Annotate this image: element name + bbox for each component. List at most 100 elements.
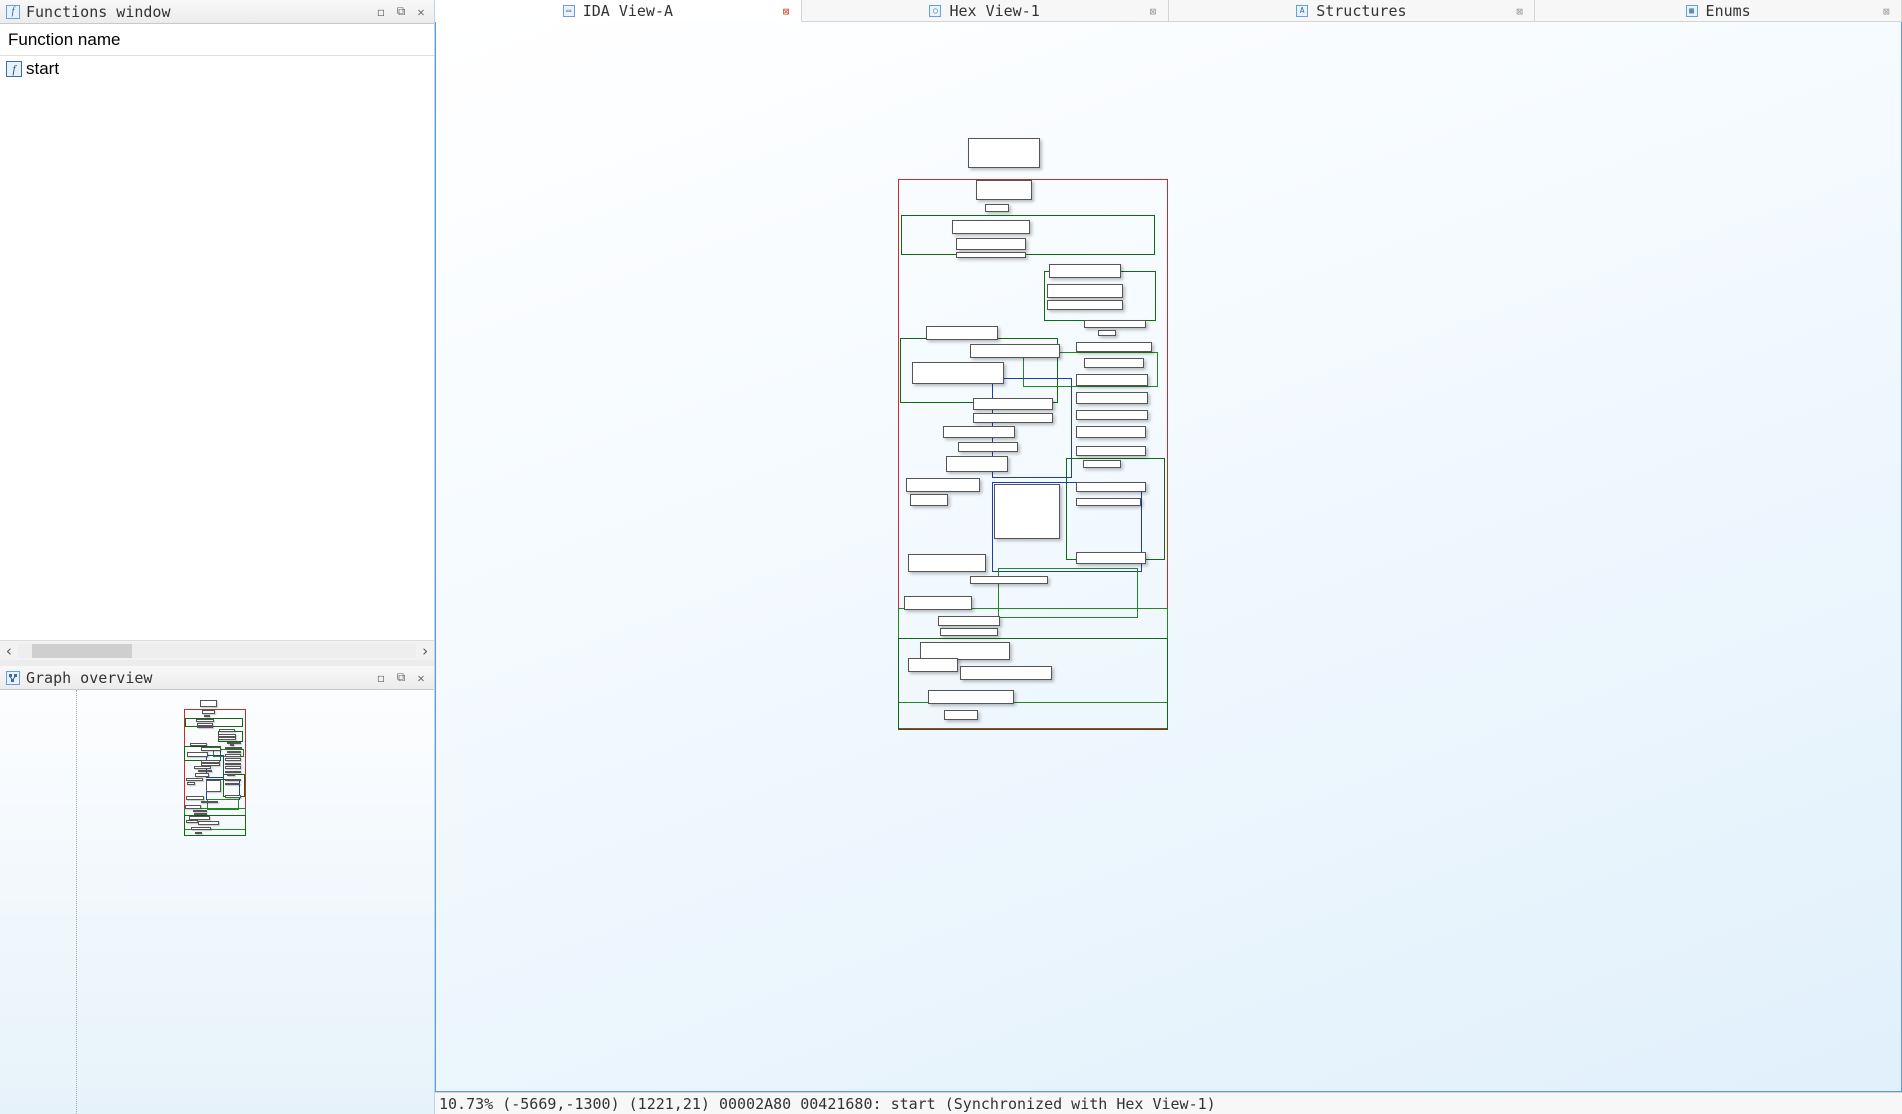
graph-node[interactable] — [1084, 320, 1146, 328]
restore-icon[interactable]: ◻ — [374, 671, 388, 685]
graph-node[interactable] — [904, 596, 972, 610]
mini-viewport-left — [76, 690, 77, 1114]
graph-overview-canvas[interactable] — [0, 690, 434, 1114]
function-name: start — [26, 59, 59, 79]
mini-graph-node — [197, 726, 213, 728]
graph-node[interactable] — [926, 326, 998, 340]
hex-icon: ○ — [929, 5, 941, 17]
graph-node[interactable] — [906, 478, 980, 492]
graph-node[interactable] — [1049, 264, 1121, 278]
graph-node[interactable] — [973, 413, 1053, 423]
graph-node[interactable] — [910, 494, 948, 506]
status-sync: (Synchronized with Hex View-1) — [945, 1095, 1216, 1113]
tab-hex-view-1[interactable]: ○ Hex View-1 ⊠ — [802, 0, 1169, 22]
mini-graph-node — [186, 820, 198, 823]
graph-overview-title: Graph overview — [26, 669, 152, 687]
graph-node[interactable] — [1076, 410, 1148, 420]
graph-node[interactable] — [912, 362, 1004, 384]
graph-node[interactable] — [1076, 426, 1146, 438]
graph-node[interactable] — [938, 616, 1000, 626]
tab-close-icon[interactable]: ⊠ — [1150, 5, 1162, 17]
graph-node[interactable] — [956, 238, 1026, 250]
mini-graph-node — [230, 744, 234, 746]
mini-graph-node — [196, 719, 214, 722]
close-icon[interactable]: ✕ — [414, 671, 428, 685]
graph-node[interactable] — [1076, 552, 1146, 564]
functions-hscrollbar[interactable]: ‹ › — [0, 640, 434, 660]
graph-node[interactable] — [940, 628, 998, 636]
status-coord1: (-5669,-1300) — [502, 1095, 619, 1113]
graph-node[interactable] — [1076, 392, 1148, 404]
graph-node[interactable] — [956, 252, 1026, 258]
tab-ida-view-a[interactable]: ▭ IDA View-A ⊠ — [435, 0, 802, 22]
graph-node[interactable] — [1076, 446, 1146, 456]
tab-label: IDA View-A — [583, 2, 673, 20]
tab-enums[interactable]: ▦ Enums ⊠ — [1535, 0, 1902, 22]
graph-node[interactable] — [944, 710, 978, 720]
view-icon: ▭ — [563, 5, 575, 17]
mini-graph-node — [200, 700, 217, 707]
graph-node[interactable] — [973, 398, 1053, 410]
mini-graph-node — [225, 747, 242, 749]
graph-node[interactable] — [994, 484, 1060, 539]
mini-graph-node — [191, 827, 211, 830]
graph-node[interactable] — [960, 666, 1052, 680]
graph-node[interactable] — [970, 576, 1048, 584]
status-addr: 00421680 — [800, 1095, 872, 1113]
graph-node[interactable] — [1083, 460, 1121, 468]
graph-node[interactable] — [1047, 284, 1123, 298]
function-row[interactable]: f start — [0, 56, 434, 82]
ida-graph-canvas[interactable] — [435, 22, 1902, 1092]
scroll-thumb[interactable] — [32, 644, 132, 658]
mini-graph-node — [198, 770, 212, 772]
graph-node[interactable] — [946, 456, 1008, 472]
tab-close-icon[interactable]: ⊠ — [1883, 5, 1895, 17]
graph-overview-window: Graph overview ◻ ⧉ ✕ — [0, 666, 434, 1114]
tab-close-icon[interactable]: ⊠ — [1516, 5, 1528, 17]
functions-window-titlebar[interactable]: f Functions window ◻ ⧉ ✕ — [0, 0, 434, 24]
dock-icon[interactable]: ⧉ — [394, 671, 408, 685]
functions-list[interactable]: f start — [0, 56, 434, 640]
mini-graph-node — [225, 763, 242, 765]
graph-node[interactable] — [1076, 498, 1141, 506]
close-icon[interactable]: ✕ — [414, 5, 428, 19]
mini-graph-node — [201, 801, 219, 803]
mini-graph-node — [187, 752, 208, 757]
dock-icon[interactable]: ⧉ — [394, 5, 408, 19]
functions-column-header[interactable]: Function name — [0, 24, 434, 56]
graph-node[interactable] — [1076, 482, 1146, 492]
tab-close-icon[interactable]: ⊠ — [783, 5, 795, 17]
graph-node[interactable] — [928, 690, 1014, 704]
graph-node[interactable] — [943, 426, 1015, 438]
restore-icon[interactable]: ◻ — [374, 5, 388, 19]
graph-node[interactable] — [1047, 300, 1123, 310]
scroll-track[interactable] — [18, 644, 416, 658]
graph-node[interactable] — [908, 554, 986, 572]
graph-node[interactable] — [1076, 342, 1152, 352]
graph-node[interactable] — [908, 658, 958, 672]
tab-label: Hex View-1 — [949, 2, 1039, 20]
app-root: f Functions window ◻ ⧉ ✕ Function name f… — [0, 0, 1902, 1114]
editor-tabs: ▭ IDA View-A ⊠ ○ Hex View-1 ⊠ A Structur… — [435, 0, 1902, 22]
graph-node[interactable] — [968, 138, 1040, 168]
graph-node[interactable] — [970, 344, 1060, 358]
mini-graph-node — [198, 821, 219, 824]
enums-icon: ▦ — [1686, 5, 1698, 17]
graph-node[interactable] — [1076, 374, 1148, 386]
graph-node[interactable] — [958, 442, 1018, 452]
mini-graph-node — [201, 760, 219, 763]
mini-graph-node — [201, 763, 219, 765]
graph-overview-titlebar[interactable]: Graph overview ◻ ⧉ ✕ — [0, 666, 434, 690]
graph-node[interactable] — [952, 220, 1030, 234]
scroll-right-icon[interactable]: › — [416, 642, 434, 660]
graph-node[interactable] — [1084, 358, 1144, 368]
column-header-function-name[interactable]: Function name — [0, 26, 128, 54]
scroll-left-icon[interactable]: ‹ — [0, 642, 18, 660]
mini-graph-node — [225, 766, 241, 769]
tab-structures[interactable]: A Structures ⊠ — [1169, 0, 1536, 22]
mini-graph-node — [194, 766, 211, 769]
graph-node[interactable] — [985, 204, 1009, 212]
graph-node[interactable] — [976, 180, 1032, 200]
graph-node[interactable] — [1098, 330, 1116, 336]
mini-graph-node — [194, 813, 207, 815]
